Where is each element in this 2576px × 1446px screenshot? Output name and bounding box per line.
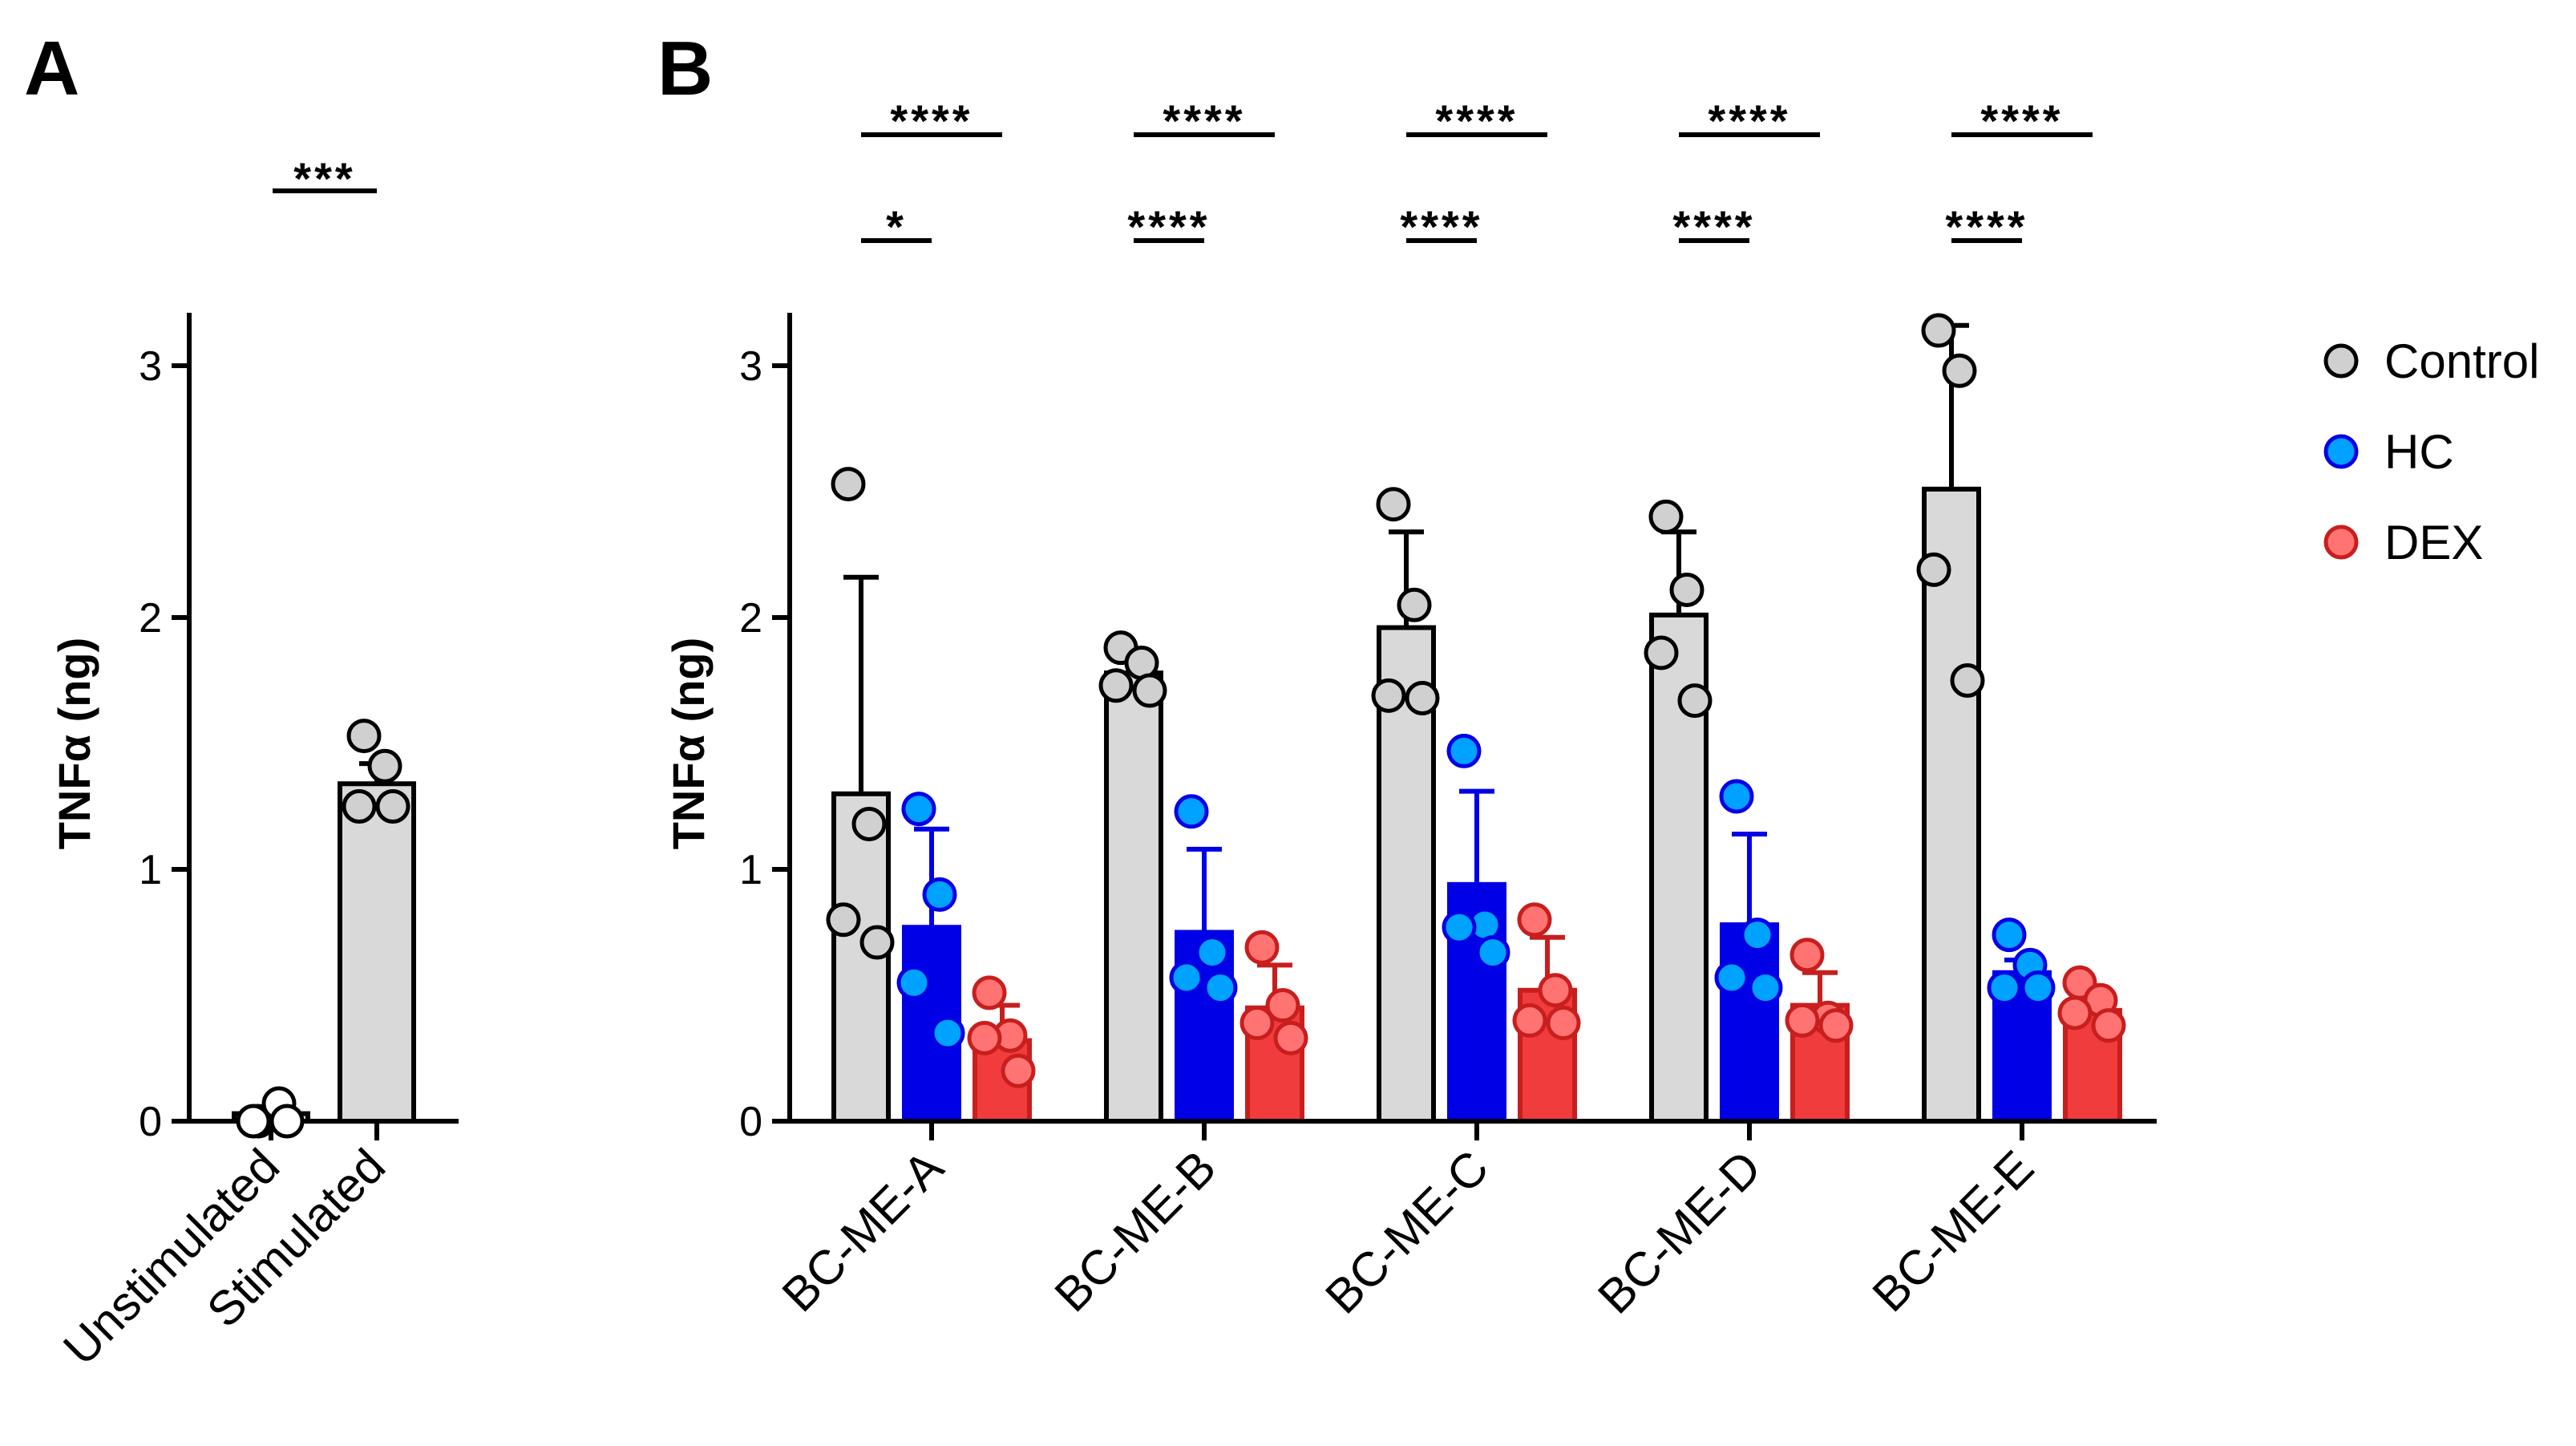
panel-b-bc-me-a-control-point-2	[826, 902, 861, 938]
panel-a-unstimulated-point-2	[236, 1104, 271, 1139]
legend-label-dex: DEX	[2384, 516, 2483, 569]
panel-b-bc-me-d-hc-point-2	[1714, 960, 1749, 995]
panel-b-bc-me-e-dex-sig-label: ****	[1980, 95, 2063, 146]
panel-b-bc-me-b-dex-point-0	[1244, 930, 1280, 965]
panel-b-bc-me-a-dex-point-3	[1001, 1053, 1036, 1088]
panel-b-bc-me-a-control-point-1	[851, 806, 887, 841]
panel-b-bc-me-c-dex-point-2	[1512, 1002, 1547, 1038]
panel-b-bc-me-a-hc-point-2	[896, 965, 932, 1000]
panel-b-bc-me-d-control-point-3	[1677, 683, 1713, 719]
panel-b-bc-me-d-control-point-1	[1669, 572, 1705, 607]
legend-label-control: Control	[2384, 334, 2539, 388]
panel-a-ytick-label-3: 3	[139, 343, 162, 390]
panel-b-bc-me-b-control-point-2	[1098, 668, 1134, 703]
panel-b-bc-me-a-control-point-3	[859, 925, 895, 960]
panel-b-bc-me-a-hc-sig-label: *	[886, 201, 907, 252]
panel-b-bc-me-b-hc-point-3	[1203, 970, 1238, 1006]
panel-b-bc-me-e-control-point-0	[1921, 313, 1956, 348]
panel-b-ytick-label-1: 1	[739, 847, 762, 893]
panel-b-bc-me-e-xtick-label: BC-ME-E	[1862, 1140, 2044, 1322]
panel-b-bc-me-d-control-point-2	[1644, 635, 1679, 670]
panel-b-y-axis-label: TNFα (ng)	[663, 638, 714, 850]
legend-marker-control	[2323, 343, 2359, 379]
panel-b-bc-me-d-hc-point-1	[1740, 917, 1775, 953]
panel-a-ytick-label-0: 0	[139, 1099, 162, 1145]
panel-b-bc-me-e-hc-sig-label: ****	[1945, 201, 2028, 252]
panel-b-bc-me-d-hc-sig-label: ****	[1672, 201, 1755, 252]
panel-a-stimulated-bar	[338, 781, 416, 1124]
panel-b-letter: B	[657, 26, 713, 111]
panel-b-bc-me-b-dex-sig-label: ****	[1163, 95, 1245, 146]
panel-b-bc-me-d-dex-point-2	[1785, 1002, 1820, 1038]
panel-b-bc-me-c-control-point-0	[1376, 487, 1411, 522]
panel-b-bc-me-b-hc-sig-label: ****	[1127, 201, 1210, 252]
panel-b-bc-me-b-hc-point-2	[1169, 960, 1204, 995]
panel-b-bc-me-c-hc-sig-label: ****	[1400, 201, 1482, 252]
panel-b-bc-me-e-control-point-2	[1916, 552, 1951, 587]
panel-b-bc-me-d-dex-point-3	[1818, 1008, 1854, 1043]
panel-b-bc-me-c-control-point-2	[1371, 678, 1406, 713]
panel-b-bc-me-a-dex-point-0	[972, 975, 1007, 1011]
panel-a-ytick-label-2: 2	[139, 595, 162, 642]
panel-b-bc-me-d-hc-point-3	[1748, 970, 1783, 1006]
panel-b-bc-me-c-dex-point-1	[1538, 973, 1573, 1008]
panel-b-bc-me-d-hc-bar	[1720, 922, 1779, 1124]
panel-a-stimulated-point-0	[346, 719, 382, 754]
panel-b-bc-me-e-hc-point-2	[1987, 970, 2022, 1006]
panel-b-bc-me-a-dex-sig-label: ****	[890, 95, 973, 146]
panel-b-bc-me-e-control-point-1	[1942, 353, 1977, 388]
panel-b-bc-me-e-hc-point-3	[2020, 970, 2056, 1006]
panel-a-letter: A	[24, 26, 79, 111]
panel-b-bc-me-c-dex-point-0	[1517, 902, 1552, 938]
panel-a-stimulated-point-2	[342, 789, 377, 824]
panel-a-unstimulated-point-3	[269, 1104, 305, 1139]
panel-b-bc-me-b-hc-point-0	[1174, 794, 1209, 829]
panel-b-bc-me-d-dex-point-0	[1789, 938, 1825, 973]
legend-marker-dex	[2323, 525, 2359, 560]
panel-b-bc-me-e-hc-point-0	[1992, 917, 2027, 953]
panel-b-bc-me-a-control-point-0	[831, 467, 866, 502]
legend: Control HC DEX	[2323, 334, 2539, 569]
panel-b-ytick-label-0: 0	[739, 1099, 762, 1145]
panel-a-stimulated-point-3	[375, 789, 410, 824]
panel-b-bc-me-c-control-point-1	[1397, 587, 1432, 622]
panel-b-chart: 0 1 2 3 BC-ME-A BC-ME-B BC-ME-C BC-ME-D BC-ME-E T…	[663, 95, 2157, 1324]
panel-b-bc-me-b-dex-point-1	[1265, 988, 1300, 1023]
panel-b-bc-me-d-hc-point-0	[1719, 779, 1754, 814]
panel-b-bc-me-b-hc-point-1	[1195, 935, 1230, 970]
panel-b-bc-me-b-control-point-3	[1132, 673, 1167, 708]
panel-b-bc-me-e-control-point-3	[1950, 663, 1985, 698]
panel-b-bc-me-c-control-point-3	[1405, 680, 1440, 715]
panel-b-bc-me-a-hc-point-0	[901, 792, 936, 827]
panel-b-bc-me-c-dex-point-3	[1546, 1006, 1581, 1041]
panel-b-bc-me-d-xtick-label: BC-ME-D	[1587, 1140, 1771, 1324]
panel-b-bc-me-c-xtick-label: BC-ME-C	[1315, 1140, 1498, 1324]
panel-b-bc-me-b-dex-point-3	[1273, 1020, 1308, 1055]
panel-a-stimulated-point-1	[367, 748, 402, 784]
panel-b-bc-me-c-dex-sig-label: ****	[1435, 95, 1518, 146]
panel-b-bc-me-d-control-point-0	[1648, 499, 1684, 534]
panel-b-bc-me-e-dex-point-2	[2057, 995, 2093, 1031]
panel-b-bc-me-e-dex-point-3	[2091, 1008, 2126, 1043]
panel-b-bc-me-b-xtick-label: BC-ME-B	[1045, 1140, 1227, 1322]
panel-a-y-axis-label: TNFα (ng)	[49, 638, 99, 850]
panel-a-sig-label-0: ***	[293, 153, 355, 204]
panel-b-bc-me-c-hc-point-2	[1442, 909, 1477, 945]
panel-b-bc-me-b-dex-point-2	[1239, 1006, 1275, 1041]
panel-b-bc-me-b-control-bar	[1104, 670, 1163, 1124]
panel-b-bc-me-a-dex-point-2	[967, 1020, 1002, 1055]
legend-marker-hc	[2323, 434, 2359, 469]
panel-b-bc-me-c-hc-point-0	[1446, 733, 1482, 768]
panel-b-bc-me-d-dex-sig-label: ****	[1708, 95, 1790, 146]
panel-a-ytick-label-1: 1	[139, 847, 162, 893]
panel-b-bc-me-a-hc-point-1	[922, 877, 957, 912]
legend-label-hc: HC	[2384, 425, 2454, 479]
panel-b-ytick-label-3: 3	[739, 343, 762, 390]
panel-b-bc-me-a-hc-point-3	[930, 1015, 965, 1051]
panel-b-ytick-label-2: 2	[739, 595, 762, 642]
panel-b-bc-me-c-hc-point-3	[1475, 935, 1510, 970]
panel-b-bc-me-a-xtick-label: BC-ME-A	[772, 1140, 954, 1322]
